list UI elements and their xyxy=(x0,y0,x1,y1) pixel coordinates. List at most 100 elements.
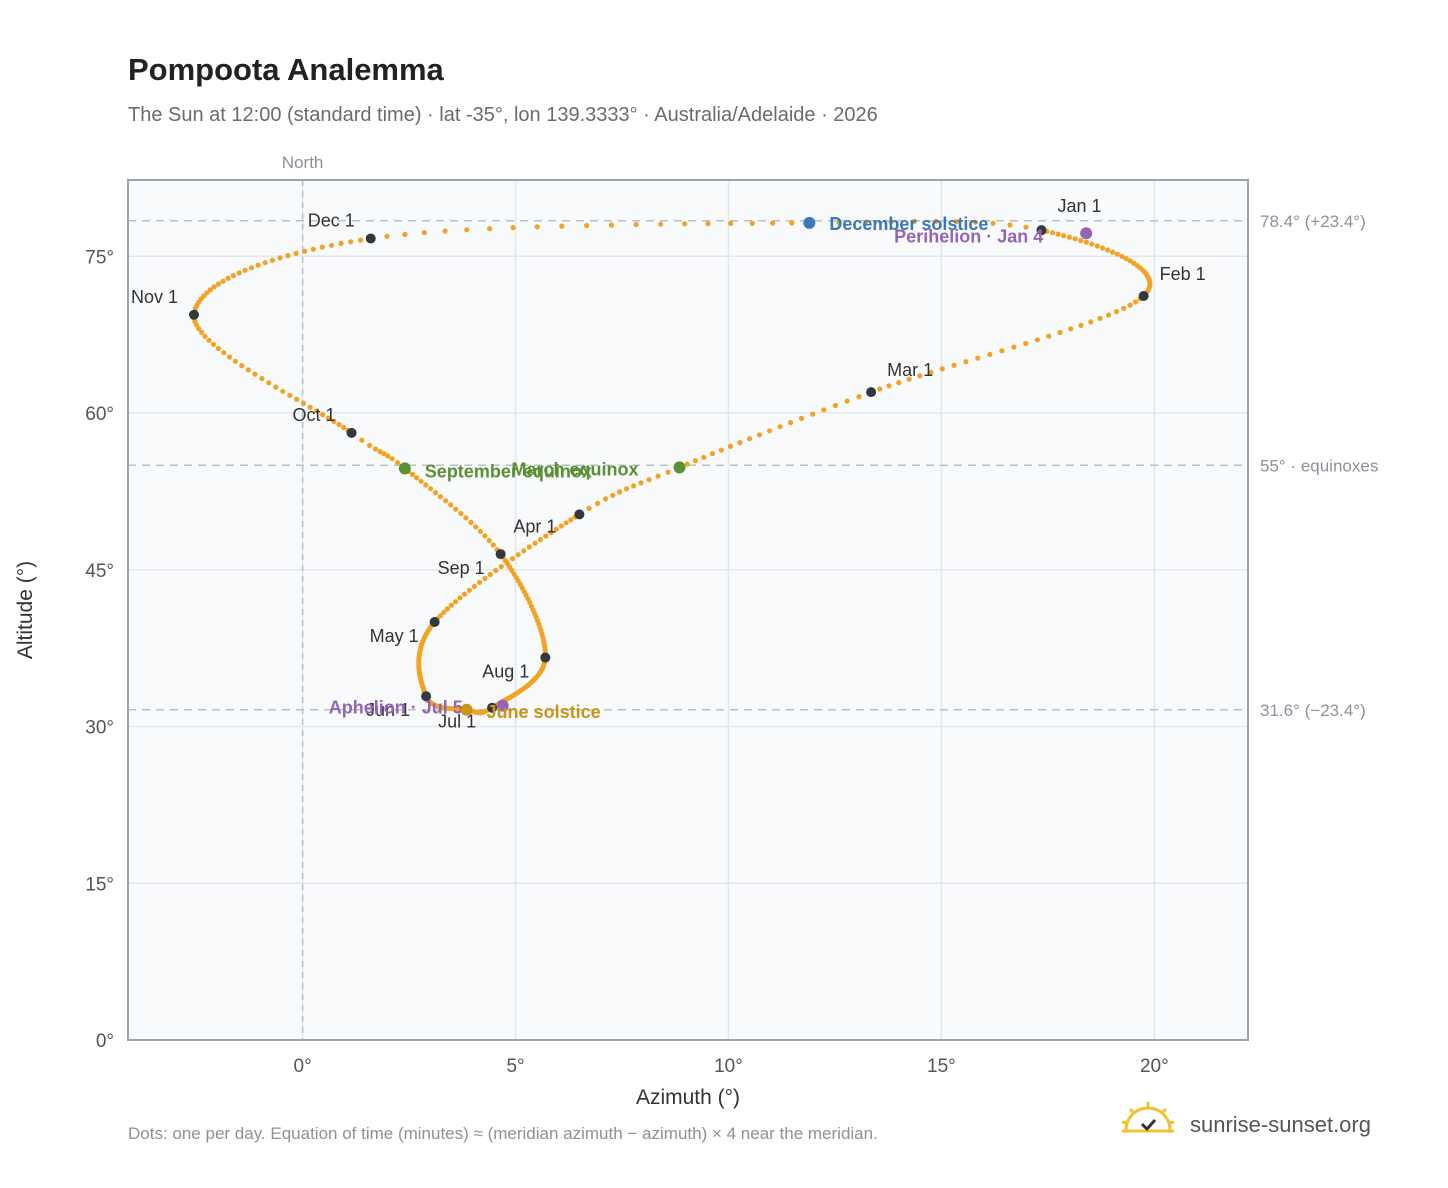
day-dot xyxy=(928,369,934,375)
day-dot xyxy=(313,408,320,414)
event-label: June solstice xyxy=(487,702,601,722)
reference-line-label: 55° · equinoxes xyxy=(1260,456,1378,475)
day-dot xyxy=(1121,305,1127,311)
day-dot xyxy=(1094,243,1100,249)
day-dot xyxy=(458,510,464,517)
day-dot xyxy=(498,563,504,570)
month-marker xyxy=(495,549,506,560)
day-dot xyxy=(548,530,554,536)
day-dot xyxy=(259,375,265,382)
month-label: Dec 1 xyxy=(308,211,355,231)
day-dot xyxy=(384,233,390,239)
day-dot xyxy=(239,363,245,369)
day-dot xyxy=(255,262,261,268)
day-dot xyxy=(464,227,470,233)
day-dot xyxy=(320,412,326,418)
day-dot xyxy=(749,220,755,226)
day-dot xyxy=(1078,237,1084,244)
day-dot xyxy=(211,284,217,290)
day-dot xyxy=(293,250,299,256)
x-tick-label: 20° xyxy=(1140,1056,1169,1077)
day-dot xyxy=(684,461,690,467)
month-marker xyxy=(365,233,376,244)
day-dot xyxy=(1057,329,1063,336)
event-marker xyxy=(398,462,411,475)
event-label: September equinox xyxy=(425,461,592,481)
day-dot xyxy=(789,220,795,226)
day-dot xyxy=(372,446,379,452)
day-dot xyxy=(972,219,978,225)
day-dot xyxy=(602,496,609,502)
day-dot xyxy=(788,420,794,426)
day-dot xyxy=(559,223,565,229)
day-dot xyxy=(341,424,347,431)
y-axis-label: Altitude (°) xyxy=(14,561,37,659)
month-label: May 1 xyxy=(370,626,419,646)
y-tick-label: 30° xyxy=(85,718,114,739)
day-dot xyxy=(1127,302,1133,308)
day-dot xyxy=(448,602,454,608)
day-dot xyxy=(1105,247,1111,253)
day-dot xyxy=(453,506,459,512)
day-dot xyxy=(1046,333,1052,339)
y-tick-label: 75° xyxy=(85,247,114,268)
day-dot xyxy=(319,244,325,250)
day-dot xyxy=(844,398,850,404)
day-dot xyxy=(328,242,335,248)
day-dot xyxy=(646,477,652,483)
day-dot xyxy=(1106,312,1112,318)
day-dot xyxy=(810,411,816,417)
day-dot xyxy=(728,220,734,227)
day-dot xyxy=(482,533,488,539)
day-dot xyxy=(477,579,483,586)
day-dot xyxy=(462,591,468,597)
month-marker xyxy=(346,427,357,438)
day-dot xyxy=(348,239,354,245)
x-tick-label: 15° xyxy=(927,1056,956,1077)
day-dot xyxy=(933,218,939,224)
month-label: Jun 1 xyxy=(366,700,410,720)
brand-logo[interactable]: sunrise-sunset.org xyxy=(1120,1100,1400,1150)
day-dot xyxy=(1078,322,1084,328)
day-dot xyxy=(381,451,387,457)
day-dot xyxy=(248,265,255,271)
chart-title: Pompoota Analemma xyxy=(128,52,444,87)
day-dot xyxy=(655,473,661,479)
day-dot xyxy=(269,257,275,263)
day-dot xyxy=(204,290,210,296)
day-dot xyxy=(358,237,364,243)
day-dot xyxy=(287,392,293,398)
day-dot xyxy=(367,442,373,448)
x-tick-label: 10° xyxy=(714,1056,743,1077)
day-dot xyxy=(767,428,773,434)
day-dot xyxy=(471,583,477,590)
day-dot xyxy=(385,453,391,459)
day-dot xyxy=(202,333,208,339)
day-dot xyxy=(336,421,342,428)
day-dot xyxy=(377,449,383,455)
day-dot xyxy=(437,613,443,619)
day-dot xyxy=(543,533,549,539)
footnote: Dots: one per day. Equation of time (min… xyxy=(128,1124,878,1143)
day-dot xyxy=(448,502,454,508)
day-dot xyxy=(432,490,439,496)
day-dot xyxy=(409,471,416,478)
day-dot xyxy=(777,424,783,430)
day-dot xyxy=(692,458,699,464)
day-dot xyxy=(888,219,894,225)
event-marker xyxy=(460,703,473,716)
day-dot xyxy=(307,404,313,410)
day-dot xyxy=(441,609,447,615)
day-dot xyxy=(1068,326,1074,332)
day-dot xyxy=(215,345,221,352)
month-marker xyxy=(429,617,440,628)
day-dot xyxy=(623,486,630,492)
day-dot xyxy=(325,415,331,421)
day-dot xyxy=(526,544,533,550)
x-tick-label: 0° xyxy=(294,1056,312,1077)
day-dot xyxy=(584,222,590,229)
month-label: Jul 1 xyxy=(438,712,476,732)
month-label: Nov 1 xyxy=(131,287,178,307)
month-marker xyxy=(487,702,498,713)
